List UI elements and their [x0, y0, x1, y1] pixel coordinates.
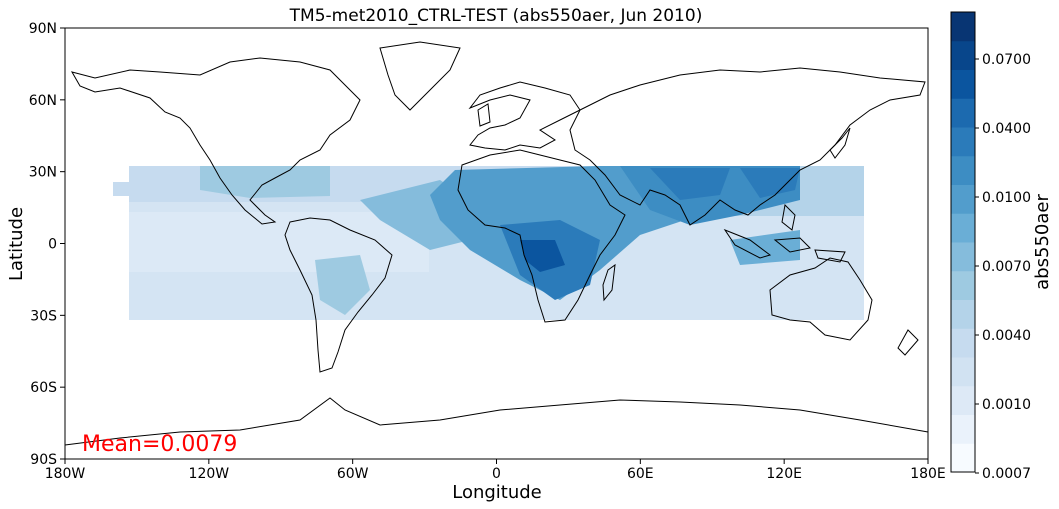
colorbar-cell: [951, 184, 975, 214]
colorbar-tick-label: 0.0400: [982, 121, 1031, 137]
colorbar-tick-label: 0.0007: [982, 466, 1031, 482]
colorbar-tick-label: 0.0070: [982, 259, 1031, 275]
field-mexico: [200, 166, 330, 198]
field-pacific-clean: [129, 212, 429, 272]
y-tick-label: 60S: [30, 380, 57, 396]
map-area: Mean=0.0079: [64, 27, 929, 460]
x-tick-label: 120W: [189, 466, 230, 482]
field-congo-peak: [520, 240, 565, 272]
y-axis-label: Latitude: [6, 207, 27, 281]
field-china-high: [740, 168, 800, 198]
coast-asia: [569, 67, 926, 226]
colorbar-cell: [951, 12, 975, 42]
colorbar-cell: [951, 299, 975, 329]
colorbar-cell: [951, 414, 975, 444]
coast-south-america: [284, 217, 393, 373]
y-axis-ticks: 90N 60N 30N 0 30S 60S 90S: [29, 21, 65, 468]
colorbar-ticks: 0.0700 0.0400 0.0100 0.0070 0.0040 0.0010 0.00…: [975, 52, 1031, 482]
x-tick-label: 180E: [910, 466, 946, 482]
map-title: TM5-met2010_CTRL-TEST (abs550aer, Jun 20…: [289, 6, 703, 26]
coast-philippines: [781, 203, 796, 231]
colorbar-cell: [951, 443, 975, 473]
colorbar-cell: [951, 270, 975, 300]
y-tick-label: 90S: [30, 452, 57, 468]
colorbar-label: abs550aer: [1032, 194, 1053, 290]
y-tick-label: 0: [48, 237, 57, 253]
coastlines: [64, 41, 929, 446]
colorbar-tick-label: 0.0040: [982, 328, 1031, 344]
coast-australia: [769, 257, 873, 341]
x-axis-label: Longitude: [452, 482, 542, 503]
colorbar-cell: [951, 98, 975, 128]
y-tick-label: 90N: [29, 21, 57, 37]
colorbar-cell: [951, 242, 975, 272]
field-edge-cell: [113, 182, 129, 196]
coast-indonesia: [723, 228, 846, 263]
colorbar-tick-label: 0.0100: [982, 190, 1031, 206]
x-tick-label: 0: [492, 466, 501, 482]
mean-annotation: Mean=0.0079: [82, 432, 237, 457]
x-tick-label: 60W: [337, 466, 369, 482]
colorbar-cell: [951, 385, 975, 415]
coast-greenland: [379, 41, 461, 111]
colorbar-cell: [951, 69, 975, 99]
x-tick-label: 180W: [45, 466, 86, 482]
colorbar-cell: [951, 328, 975, 358]
aerosol-field: [113, 166, 864, 320]
colorbar: 0.0700 0.0400 0.0100 0.0070 0.0040 0.0010 0.00…: [950, 11, 1053, 482]
x-axis-ticks: 180W 120W 60W 0 60E 120E 180E: [45, 459, 946, 482]
field-india-high: [650, 168, 730, 200]
y-tick-label: 30S: [30, 308, 57, 324]
colorbar-cell: [951, 40, 975, 70]
coast-uk: [477, 103, 491, 127]
colorbar-cells: [951, 12, 975, 473]
coast-north-america: [70, 57, 361, 225]
coast-antarctica: [64, 397, 929, 446]
coast-japan: [829, 127, 851, 159]
x-tick-label: 120E: [766, 466, 802, 482]
colorbar-tick-label: 0.0010: [982, 397, 1031, 413]
coast-europe: [468, 81, 581, 151]
field-south-america: [315, 255, 370, 315]
y-tick-label: 30N: [29, 165, 57, 181]
y-tick-label: 60N: [29, 93, 57, 109]
colorbar-frame: [950, 11, 976, 473]
colorbar-cell: [951, 127, 975, 157]
colorbar-cell: [951, 155, 975, 185]
coast-madagascar: [602, 263, 616, 302]
coast-africa: [457, 149, 626, 323]
coast-new-zealand: [897, 329, 919, 356]
colorbar-cell: [951, 357, 975, 387]
colorbar-tick-label: 0.0700: [982, 52, 1031, 68]
x-tick-label: 60E: [627, 466, 654, 482]
colorbar-cell: [951, 213, 975, 243]
